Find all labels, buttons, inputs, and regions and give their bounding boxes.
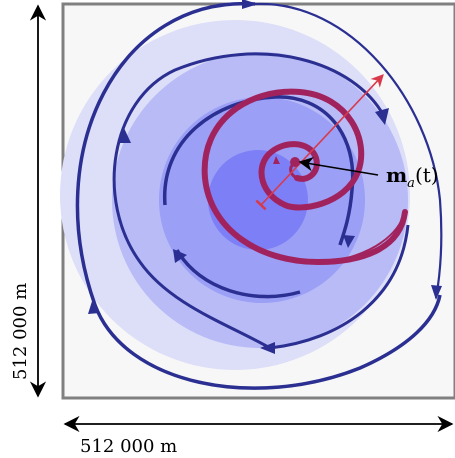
spiral-track-tail [317, 211, 406, 263]
small-arrowhead-center [273, 156, 280, 164]
flow-arrowhead-left-outer [88, 298, 100, 314]
flow-arrowhead-bottom [260, 342, 275, 354]
circulation-arc-second [112, 52, 387, 350]
circulation-arc-outer-right [254, 2, 443, 299]
flow-arrowhead-right-inner [343, 235, 355, 248]
cyclone-center-point [290, 157, 300, 167]
flow-arrowhead-left-inner [173, 249, 187, 263]
flow-arrowhead-left-second [118, 128, 131, 143]
center-vector-label: ma(t) [386, 163, 439, 191]
flow-arrowhead-top [242, 0, 258, 9]
circulation-arc-third-bottom [175, 249, 301, 299]
trajectory-arrow [255, 74, 384, 211]
circulation-arc-second-right [269, 224, 410, 350]
height-dimension-label: 512 000 m [10, 283, 31, 380]
circulation-arc-outer-left [75, 2, 442, 390]
width-dimension-label: 512 000 m [80, 436, 177, 457]
label-pointer-arrow [298, 157, 379, 176]
flow-arrowhead-right-outer [431, 285, 442, 300]
